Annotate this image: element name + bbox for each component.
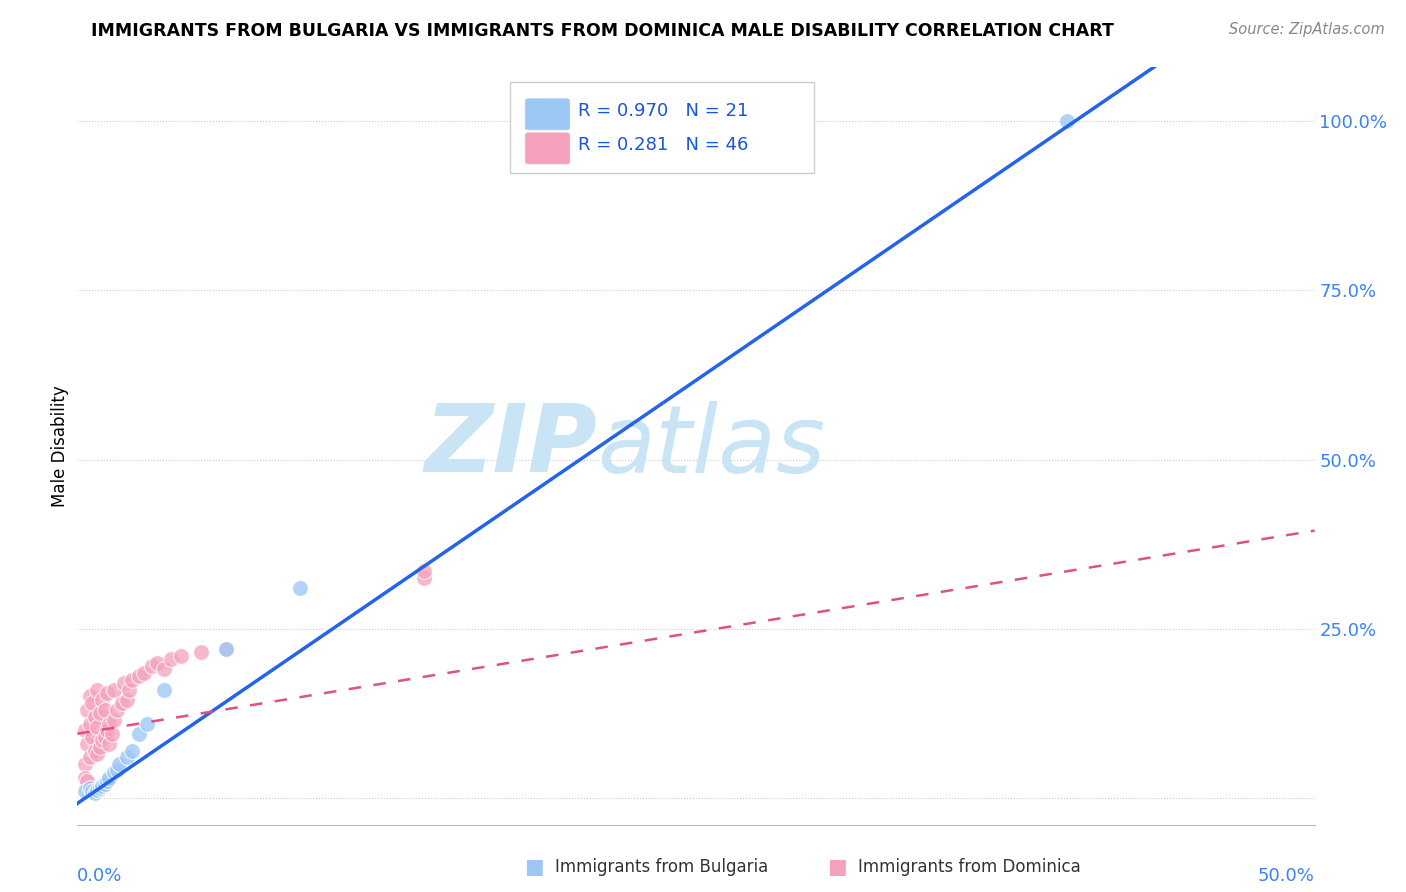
Text: IMMIGRANTS FROM BULGARIA VS IMMIGRANTS FROM DOMINICA MALE DISABILITY CORRELATION: IMMIGRANTS FROM BULGARIA VS IMMIGRANTS F… xyxy=(91,22,1115,40)
Point xyxy=(83,744,105,758)
Point xyxy=(83,786,105,800)
Point xyxy=(215,642,238,657)
Point xyxy=(83,710,105,724)
Point xyxy=(86,747,108,761)
Point xyxy=(121,673,143,687)
Point xyxy=(145,656,167,670)
Point xyxy=(98,737,121,751)
Point xyxy=(160,652,183,666)
Point xyxy=(79,750,101,764)
Point xyxy=(112,676,135,690)
Point xyxy=(96,723,118,738)
Point xyxy=(89,740,111,755)
Point xyxy=(108,757,131,772)
FancyBboxPatch shape xyxy=(526,133,569,164)
Point xyxy=(105,763,128,777)
Point xyxy=(91,693,114,707)
Point xyxy=(76,737,98,751)
Point xyxy=(82,696,104,710)
Point xyxy=(121,744,143,758)
Text: R = 0.970   N = 21: R = 0.970 N = 21 xyxy=(578,102,749,120)
Point xyxy=(118,682,141,697)
Point xyxy=(103,765,125,780)
Point xyxy=(76,703,98,717)
FancyBboxPatch shape xyxy=(510,82,814,173)
Point xyxy=(79,690,101,704)
Point xyxy=(82,784,104,798)
Point xyxy=(96,686,118,700)
Point xyxy=(115,750,138,764)
FancyBboxPatch shape xyxy=(526,99,569,130)
Point xyxy=(111,696,134,710)
Text: Immigrants from Bulgaria: Immigrants from Bulgaria xyxy=(555,858,769,876)
Point xyxy=(91,733,114,747)
Point xyxy=(79,716,101,731)
Point xyxy=(91,779,114,793)
Point xyxy=(128,669,150,683)
Point xyxy=(86,720,108,734)
Point xyxy=(412,564,434,578)
Point xyxy=(73,723,96,738)
Point xyxy=(101,727,124,741)
Point xyxy=(86,783,108,797)
Text: atlas: atlas xyxy=(598,401,825,491)
Point xyxy=(135,716,157,731)
Point xyxy=(105,703,128,717)
Point xyxy=(86,682,108,697)
Point xyxy=(93,730,115,744)
Point xyxy=(98,716,121,731)
Point xyxy=(170,648,193,663)
Point xyxy=(153,682,176,697)
Point xyxy=(1056,114,1078,128)
Text: R = 0.281   N = 46: R = 0.281 N = 46 xyxy=(578,136,749,154)
Point xyxy=(73,784,96,798)
Text: ■: ■ xyxy=(524,857,544,877)
Point xyxy=(190,645,212,659)
Text: 50.0%: 50.0% xyxy=(1258,867,1315,885)
Text: ZIP: ZIP xyxy=(425,400,598,492)
Text: 0.0%: 0.0% xyxy=(77,867,122,885)
Point xyxy=(153,662,176,676)
Point xyxy=(89,780,111,795)
Point xyxy=(128,727,150,741)
Point xyxy=(103,713,125,727)
Point xyxy=(115,693,138,707)
Point xyxy=(215,642,238,657)
Text: ■: ■ xyxy=(827,857,846,877)
Point xyxy=(412,571,434,585)
Y-axis label: Male Disability: Male Disability xyxy=(51,385,69,507)
Point xyxy=(73,771,96,785)
Point xyxy=(79,780,101,795)
Point xyxy=(288,581,311,595)
Point xyxy=(96,774,118,789)
Point xyxy=(103,682,125,697)
Point xyxy=(98,771,121,785)
Point xyxy=(73,757,96,772)
Point xyxy=(82,730,104,744)
Point xyxy=(141,659,163,673)
Text: Source: ZipAtlas.com: Source: ZipAtlas.com xyxy=(1229,22,1385,37)
Text: Immigrants from Dominica: Immigrants from Dominica xyxy=(858,858,1080,876)
Point xyxy=(76,774,98,789)
Point xyxy=(134,665,156,680)
Point xyxy=(89,706,111,721)
Point xyxy=(93,777,115,791)
Point xyxy=(93,703,115,717)
